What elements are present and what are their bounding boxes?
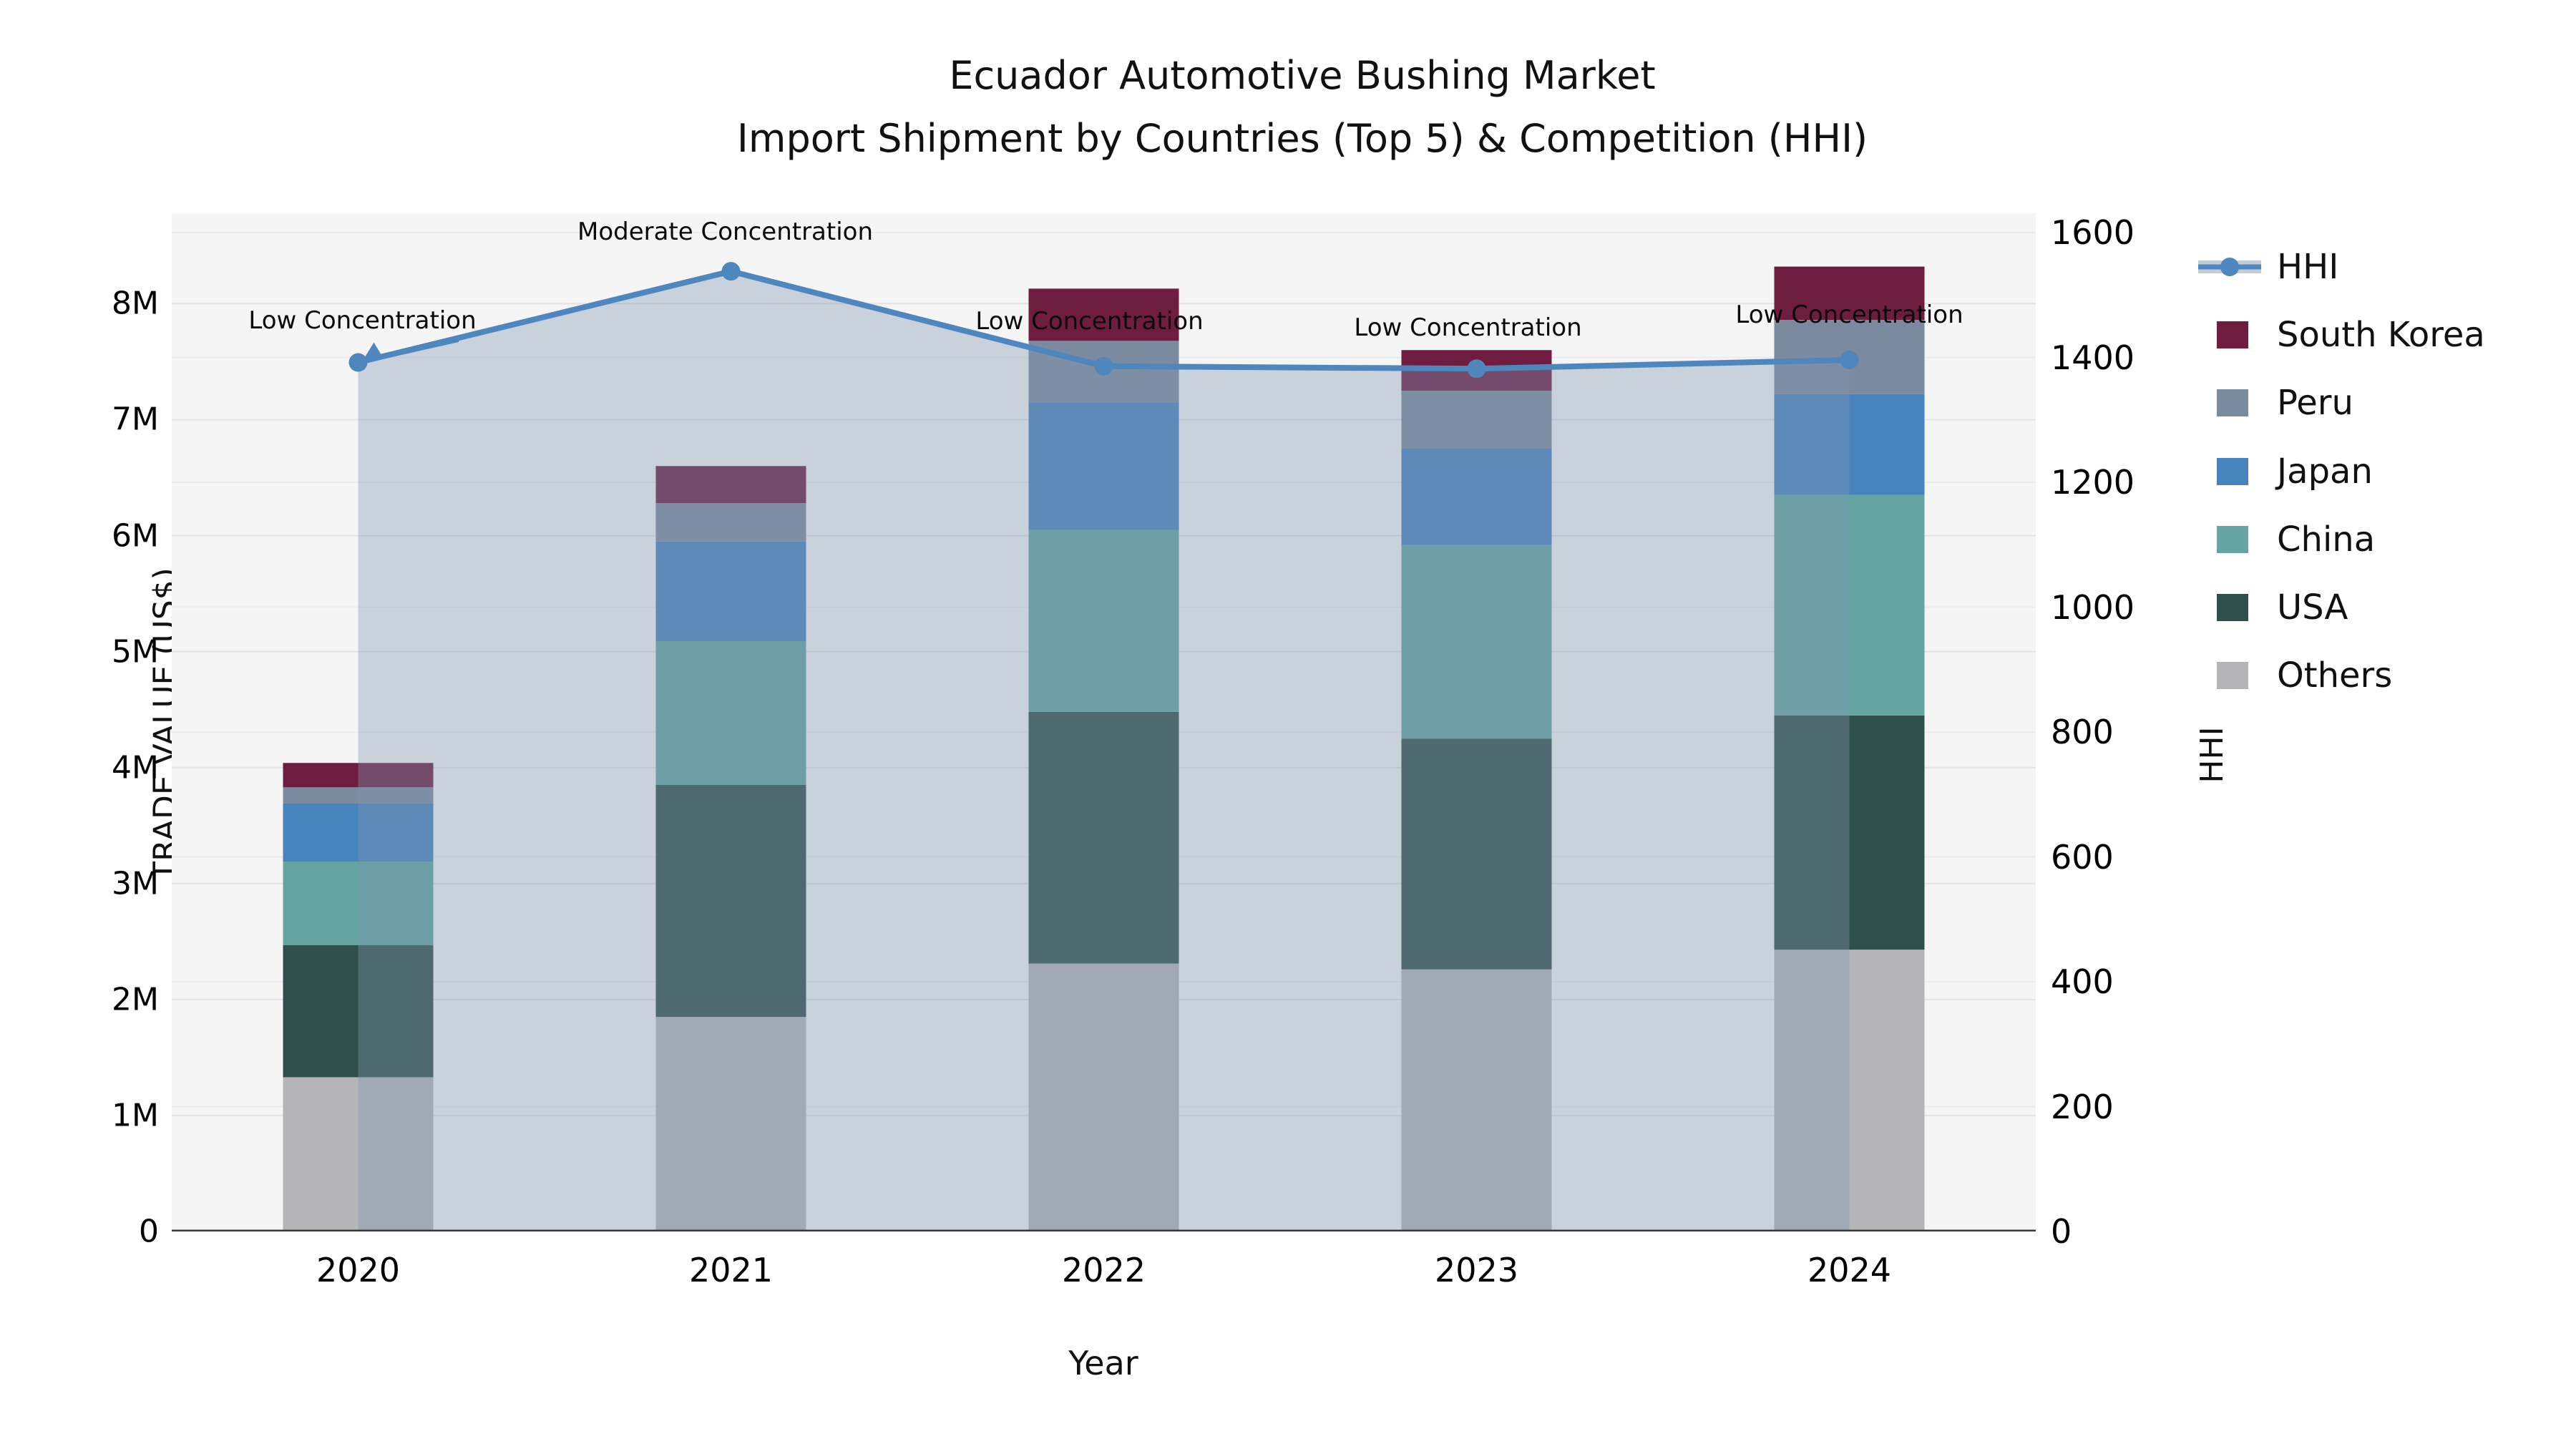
- hhi-point-2021: [721, 262, 741, 281]
- bar-segment-2021-peru: [655, 503, 806, 542]
- y-tick-left-2M: 2M: [112, 981, 159, 1018]
- annotation-2024: Low Concentration: [1735, 301, 1963, 330]
- legend-swatch-icon: [2217, 389, 2248, 417]
- y-tick-left-1M: 1M: [112, 1097, 159, 1134]
- bar-segment-2023-usa: [1401, 738, 1552, 970]
- legend-swatch-icon: [2217, 525, 2248, 553]
- legend-label: Peru: [2277, 383, 2353, 424]
- legend-label: Others: [2277, 655, 2393, 696]
- y-tick-left-6M: 6M: [112, 517, 159, 555]
- y-tick-right-1600: 1600: [2051, 213, 2135, 253]
- y-tick-right-0: 0: [2051, 1212, 2072, 1251]
- y-tick-right-1200: 1200: [2051, 463, 2135, 502]
- x-tick-2020: 2020: [316, 1251, 401, 1289]
- y-tick-right-200: 200: [2051, 1087, 2114, 1126]
- bar-segment-2020-peru: [283, 787, 434, 804]
- hhi-area-fill: [358, 271, 1850, 1231]
- bar-segment-2021-others: [655, 1017, 806, 1231]
- legend-label: USA: [2277, 587, 2348, 628]
- annotation-2023: Low Concentration: [1354, 313, 1582, 343]
- annotation-2021: Moderate Concentration: [577, 218, 874, 247]
- bar-segment-2020-others: [283, 1077, 434, 1231]
- annotation-2022: Low Concentration: [975, 306, 1204, 336]
- annotation-2020: Low Concentration: [248, 306, 477, 335]
- hhi-point-2022: [1094, 356, 1113, 376]
- y-tick-right-600: 600: [2051, 837, 2114, 877]
- y-tick-left-4M: 4M: [112, 749, 159, 786]
- chart-canvas: [172, 232, 2036, 1231]
- bar-segment-2022-others: [1028, 963, 1179, 1231]
- bar-segment-2024-south-korea: [1774, 266, 1925, 321]
- legend-label: China: [2277, 519, 2376, 560]
- bar-segment-2022-china: [1028, 530, 1179, 712]
- y-tick-right-800: 800: [2051, 713, 2114, 752]
- hhi-point-2020: [348, 353, 368, 372]
- bar-segment-2021-usa: [655, 785, 806, 1018]
- bar-segment-2023-china: [1401, 545, 1552, 739]
- bar-segment-2024-others: [1774, 950, 1925, 1231]
- hhi-point-2023: [1467, 359, 1486, 379]
- bar-segment-2020-usa: [283, 945, 434, 1078]
- legend-label: South Korea: [2277, 315, 2485, 356]
- bar-segment-2021-south-korea: [655, 466, 806, 504]
- y-tick-left-7M: 7M: [112, 401, 159, 438]
- y-tick-right-1400: 1400: [2051, 338, 2135, 377]
- y-axis-label-right: HHI: [2194, 726, 2231, 784]
- chart-title-line1: Ecuador Automotive Bushing Market: [949, 53, 1656, 98]
- legend-label: Japan: [2277, 451, 2373, 492]
- hhi-point-2024: [1840, 351, 1859, 370]
- bar-segment-2021-japan: [655, 541, 806, 642]
- x-tick-2022: 2022: [1061, 1251, 1146, 1289]
- x-tick-2023: 2023: [1434, 1251, 1519, 1289]
- bar-segment-2023-japan: [1401, 449, 1552, 545]
- bar-segment-2024-japan: [1774, 394, 1925, 495]
- y-tick-left-0: 0: [139, 1213, 159, 1250]
- legend-swatch-icon: [2217, 594, 2248, 621]
- bar-segment-2020-china: [283, 861, 434, 945]
- y-tick-right-400: 400: [2051, 962, 2114, 1001]
- legend-swatch-icon: [2217, 457, 2248, 485]
- annotation-arrowhead-2020: [362, 342, 383, 361]
- y-tick-left-3M: 3M: [112, 865, 159, 902]
- annotation-arrow-2020: [369, 337, 459, 362]
- legend-swatch-icon: [2217, 662, 2248, 690]
- x-axis-label: Year: [1068, 1344, 1138, 1382]
- bar-segment-2022-japan: [1028, 402, 1179, 530]
- bar-segment-2020-south-korea: [283, 763, 434, 788]
- bar-segment-2020-japan: [283, 803, 434, 862]
- bar-segment-2021-china: [655, 641, 806, 786]
- bar-segment-2024-usa: [1774, 715, 1925, 950]
- legend-label: HHI: [2277, 247, 2339, 287]
- bar-segment-2022-usa: [1028, 711, 1179, 964]
- bar-segment-2023-others: [1401, 969, 1552, 1231]
- bar-segment-2024-china: [1774, 494, 1925, 716]
- chart-title-line2: Import Shipment by Countries (Top 5) & C…: [736, 116, 1868, 161]
- x-tick-2024: 2024: [1807, 1251, 1892, 1289]
- legend-hhi-marker-icon: [2220, 258, 2239, 276]
- x-tick-2021: 2021: [688, 1251, 774, 1289]
- bar-segment-2022-south-korea: [1028, 288, 1179, 341]
- legend-swatch-icon: [2217, 321, 2248, 349]
- plot-area: [172, 213, 2036, 1231]
- bar-segment-2023-peru: [1401, 390, 1552, 449]
- y-tick-right-1000: 1000: [2051, 587, 2135, 627]
- chart-title: Ecuador Automotive Bushing Market Import…: [737, 44, 1868, 170]
- y-tick-left-5M: 5M: [112, 633, 159, 670]
- y-tick-left-8M: 8M: [112, 285, 159, 322]
